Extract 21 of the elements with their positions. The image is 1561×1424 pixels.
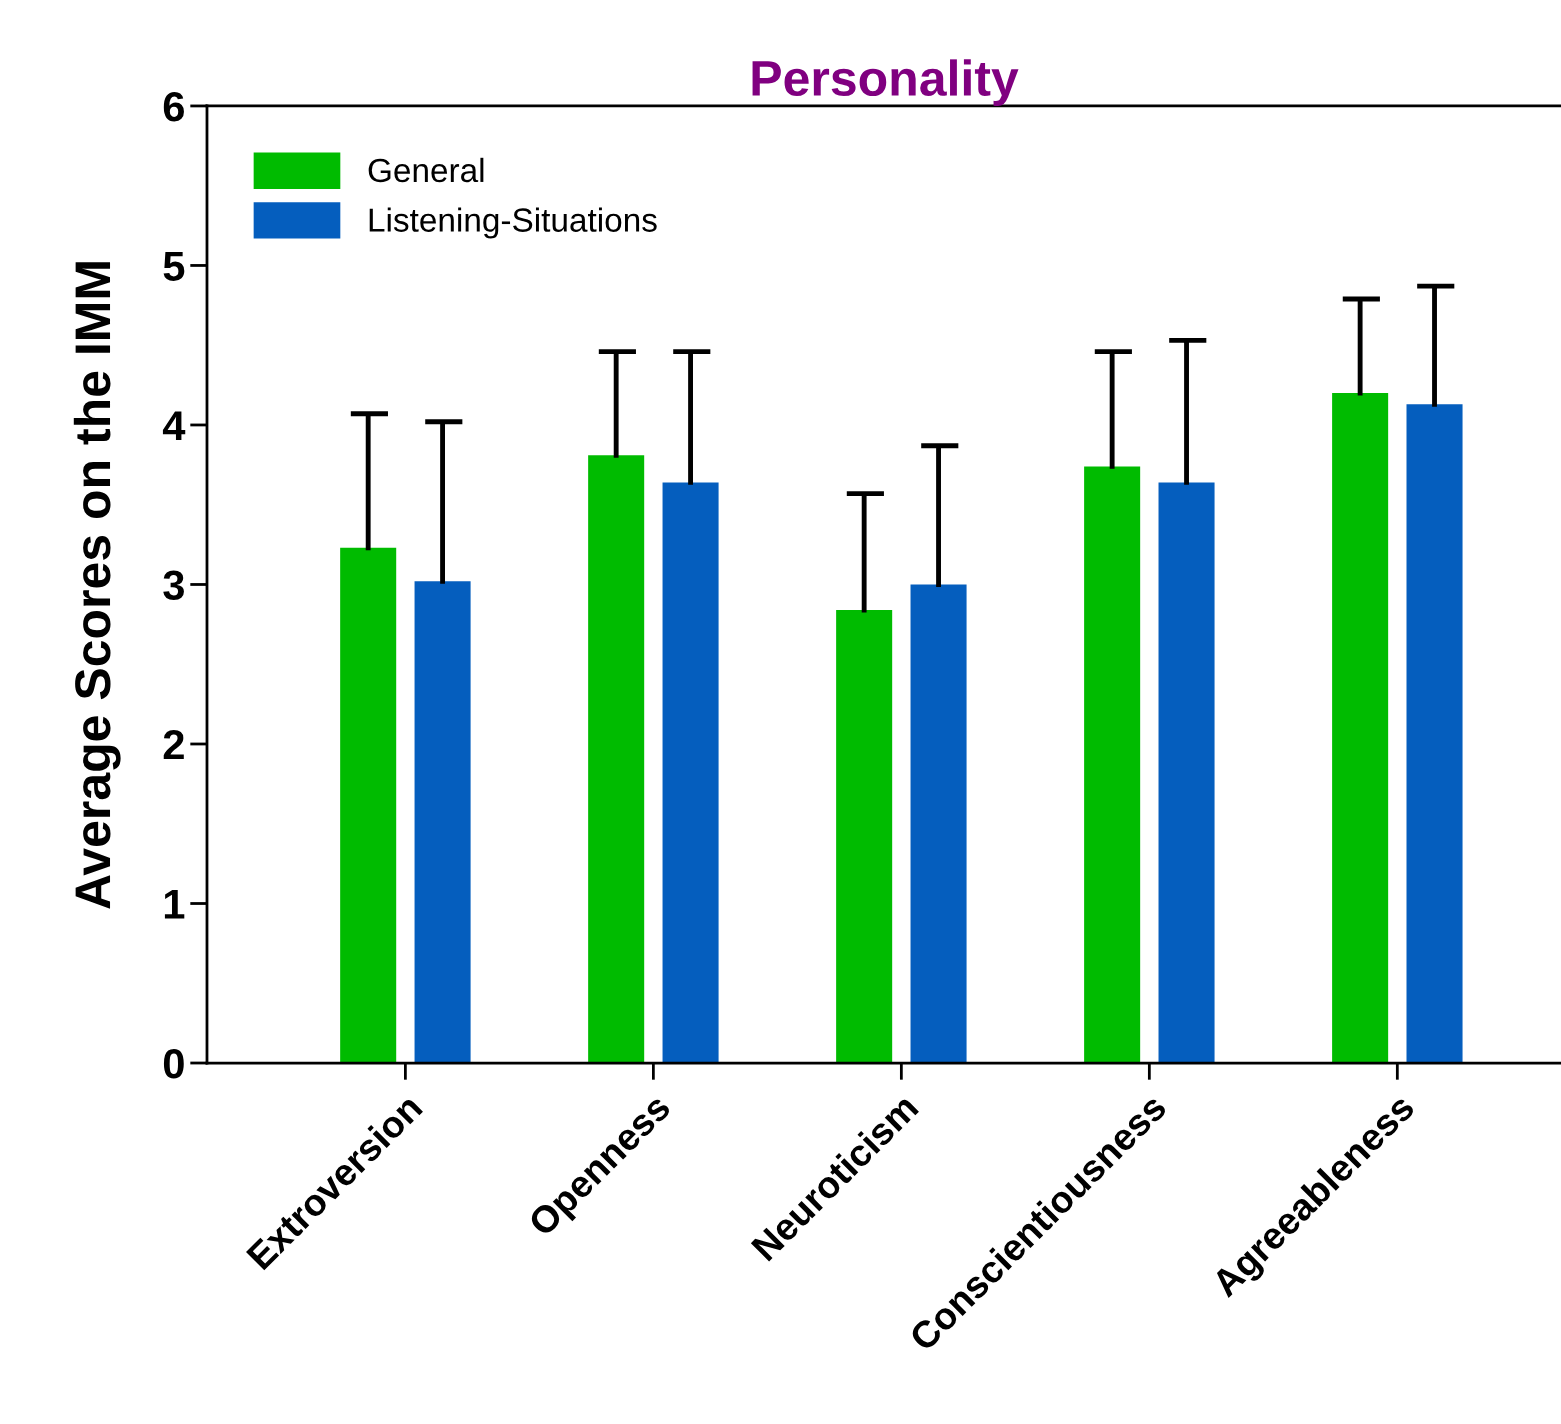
bar: [340, 547, 397, 1064]
bar: [1332, 393, 1389, 1064]
y-tick-label: 4: [162, 411, 186, 441]
legend-label: Listening-Situations: [369, 207, 657, 239]
legend-label: General: [368, 157, 484, 183]
bar: [414, 581, 471, 1064]
y-tick-label: 6: [163, 91, 184, 122]
y-tick-label: 5: [163, 251, 185, 281]
bar: [588, 455, 645, 1064]
bar: [1406, 404, 1463, 1064]
y-tick-label: 2: [163, 730, 184, 760]
bar: [662, 482, 719, 1064]
y-tick-label: 3: [163, 570, 184, 601]
chart-title: Personality: [752, 59, 1019, 106]
y-axis-title: Average Scores on the IMM: [73, 262, 121, 909]
y-tick-label: 0: [163, 1049, 184, 1079]
bar: [1084, 466, 1141, 1064]
bar: [910, 584, 967, 1064]
bar: [1158, 482, 1215, 1064]
y-tick-label: 1: [164, 889, 185, 919]
bar: [836, 610, 893, 1064]
